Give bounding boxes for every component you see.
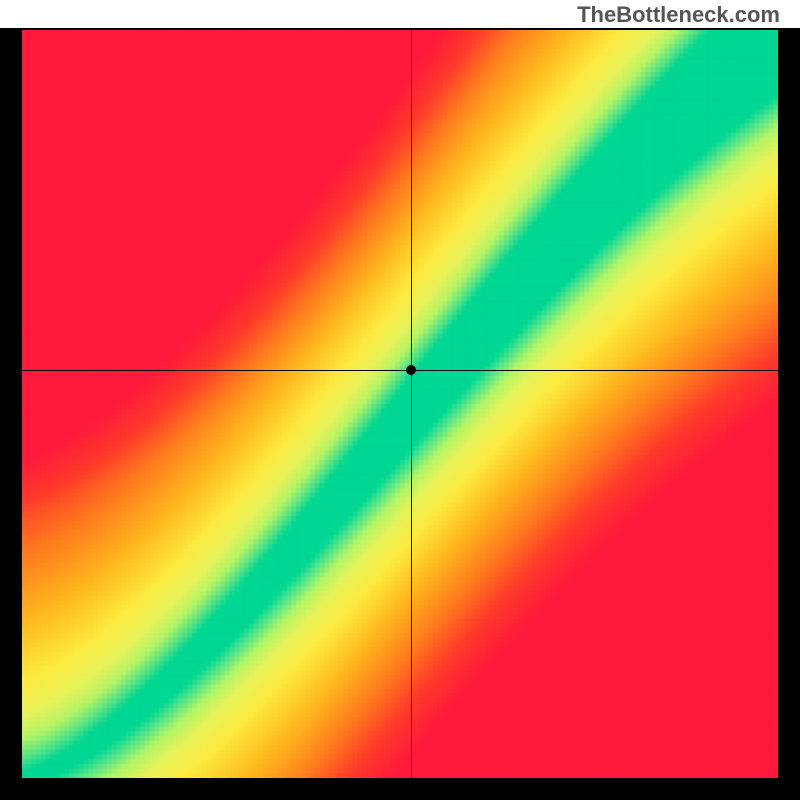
- selection-marker-dot: [406, 365, 416, 375]
- watermark-text: TheBottleneck.com: [577, 2, 780, 28]
- plot-border-left: [0, 30, 22, 778]
- plot-border-right: [778, 30, 800, 778]
- chart-container: TheBottleneck.com: [0, 0, 800, 800]
- plot-border-top: [0, 28, 800, 30]
- plot-border-bottom: [0, 778, 800, 800]
- crosshair-vertical: [411, 30, 412, 778]
- crosshair-horizontal: [22, 370, 778, 371]
- bottleneck-heatmap: [22, 30, 778, 778]
